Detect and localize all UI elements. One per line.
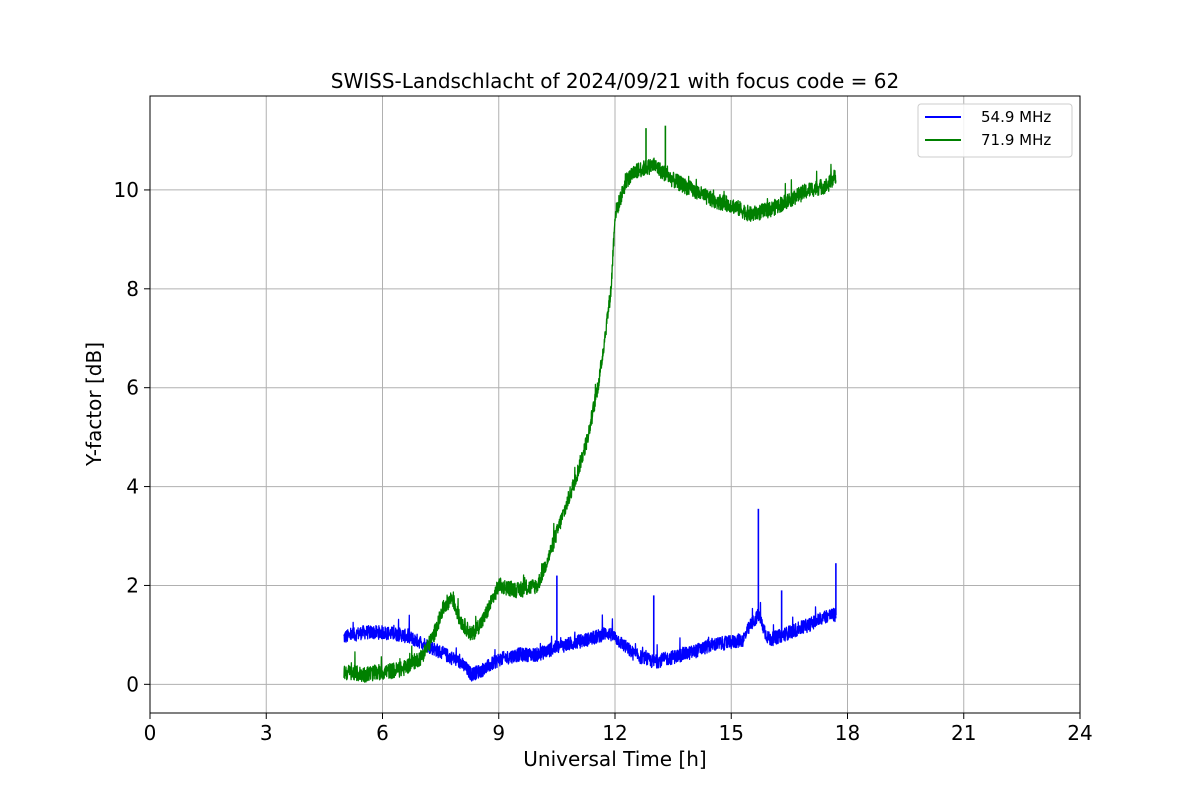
legend-label-54-9-mhz: 54.9 MHz [981,108,1051,126]
y-tick-label: 4 [126,475,139,499]
y-axis-title: Y-factor [dB] [82,342,106,467]
series-layer [343,125,837,683]
chart-title: SWISS-Landschlacht of 2024/09/21 with fo… [331,69,899,93]
x-tick-label: 0 [144,721,157,745]
x-tick-label: 18 [835,721,860,745]
x-axis-title: Universal Time [h] [523,747,706,771]
y-tick-label: 6 [126,376,139,400]
series-line [343,157,837,683]
x-tick-label: 6 [376,721,389,745]
x-tick-label: 21 [951,721,976,745]
x-tick-label: 15 [719,721,744,745]
x-tick-label: 12 [602,721,627,745]
legend: 54.9 MHz 71.9 MHz [917,103,1073,158]
y-tick-label: 8 [126,277,139,301]
y-tick-label: 0 [126,672,139,696]
x-tick-label: 3 [260,721,273,745]
y-tick-label: 2 [126,573,139,597]
x-tick-label: 9 [492,721,505,745]
series-71-9-mhz [343,125,837,683]
x-tick-label: 24 [1067,721,1092,745]
legend-label-71-9-mhz: 71.9 MHz [981,131,1051,149]
y-tick-label: 10 [114,178,139,202]
